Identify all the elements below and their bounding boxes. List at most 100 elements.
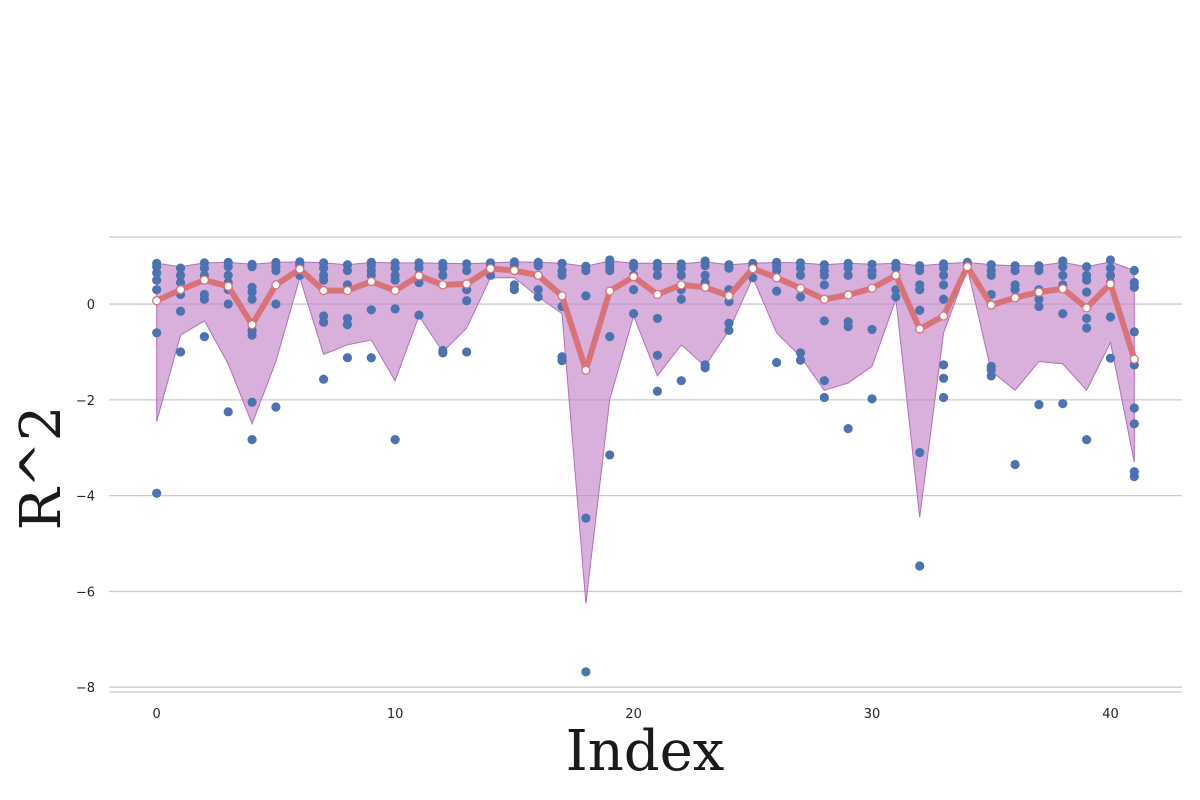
mean-line — [153, 263, 1138, 374]
scatter-point — [438, 270, 448, 280]
mean-marker — [414, 271, 424, 281]
scatter-point — [652, 313, 663, 324]
scatter-point — [1034, 265, 1044, 276]
range-band-area — [156, 260, 1135, 604]
mean-marker — [366, 276, 376, 287]
mean-marker — [1105, 279, 1116, 289]
scatter-point — [319, 275, 329, 285]
scatter-point — [1034, 294, 1044, 304]
scatter-point — [390, 434, 400, 445]
scatter-point — [843, 263, 853, 273]
mean-marker — [1010, 293, 1020, 303]
mean-marker — [223, 281, 233, 291]
scatter-point — [1082, 287, 1092, 297]
x-tick-label: 10 — [387, 707, 404, 722]
scatter-point — [915, 305, 925, 315]
scatter-point — [1010, 265, 1020, 276]
scatter-point — [938, 270, 949, 280]
scatter-point — [247, 330, 257, 340]
mean-marker — [1034, 287, 1044, 297]
scatter-point — [462, 259, 472, 269]
scatter-point — [819, 280, 829, 290]
mean-marker — [1129, 354, 1139, 364]
scatter-point — [795, 263, 806, 273]
scatter-point — [986, 270, 996, 280]
scatter-point — [795, 270, 806, 280]
scatter-point — [438, 348, 448, 358]
scatter-point — [342, 353, 353, 363]
range-band — [156, 260, 1135, 604]
scatter-point — [605, 450, 615, 460]
scatter-point — [795, 355, 806, 365]
scatter-point — [557, 258, 567, 268]
x-tick-label: 20 — [625, 707, 642, 722]
scatter-point — [247, 294, 257, 304]
scatter-point — [152, 488, 162, 498]
scatter-point — [319, 374, 329, 384]
mean-marker — [462, 279, 472, 289]
scatter-point — [652, 263, 663, 273]
x-tick-label: 40 — [1102, 707, 1119, 722]
scatter-point — [247, 434, 257, 445]
mean-marker — [628, 272, 639, 282]
scatter-point — [605, 332, 615, 342]
scatter-point — [628, 309, 639, 319]
scatter-point — [652, 386, 663, 396]
mean-marker — [438, 280, 448, 290]
scatter-point — [938, 294, 949, 304]
y-axis-title: R^2 — [9, 406, 74, 531]
y-tick-label: −2 — [76, 394, 95, 409]
scatter-point — [462, 265, 472, 276]
scatter-point — [724, 325, 734, 335]
scatter-point — [843, 321, 853, 332]
scatter-point — [438, 263, 448, 273]
scatter-point — [1129, 327, 1139, 337]
scatter-point — [1034, 400, 1044, 410]
tick-labels: 0 10 20 30 40 −8 −6 −4 −2 0 — [76, 298, 1119, 722]
scatter-point — [1105, 353, 1116, 363]
scatter-point — [867, 270, 877, 280]
scatter-point — [390, 304, 400, 314]
scatter-point — [700, 363, 710, 373]
scatter-point — [271, 265, 281, 276]
mean-line-layer — [152, 262, 1139, 375]
scatter-point — [533, 285, 543, 295]
scatter-point — [581, 265, 591, 276]
scatter-point — [1129, 403, 1139, 413]
scatter-point — [1129, 471, 1139, 482]
mean-marker — [581, 365, 591, 375]
scatter-point — [1058, 399, 1068, 409]
scatter-point — [366, 305, 376, 315]
scatter-point — [700, 270, 710, 280]
scatter-point — [1058, 262, 1068, 272]
scatter-point — [1082, 434, 1092, 445]
scatter-point — [152, 328, 162, 338]
scatter-point — [938, 280, 949, 290]
scatter-point — [628, 262, 639, 272]
mean-marker — [771, 273, 782, 283]
mean-marker — [247, 319, 257, 330]
scatter-point — [319, 317, 329, 327]
scatter-point — [581, 513, 591, 523]
mean-marker — [533, 270, 543, 280]
scatter-point — [843, 270, 853, 280]
scatter-point — [867, 394, 877, 404]
mean-marker — [175, 285, 186, 295]
scatter-point — [175, 306, 186, 316]
scatter-point — [700, 261, 710, 271]
scatter-point — [319, 263, 329, 273]
mean-marker — [199, 275, 210, 285]
scatter-point — [891, 263, 901, 273]
scatter-point — [891, 292, 901, 302]
scatter-point — [199, 263, 209, 273]
y-tick-label: −8 — [76, 681, 95, 696]
scatter-point — [152, 268, 162, 278]
scatter-point — [414, 263, 424, 273]
scatter-point — [1082, 275, 1092, 285]
scatter-point — [1105, 255, 1116, 265]
scatter-point — [223, 299, 233, 309]
scatter-point — [175, 270, 186, 280]
scatter-point — [843, 423, 853, 434]
scatter-point — [772, 357, 782, 368]
scatter-point — [581, 291, 591, 301]
